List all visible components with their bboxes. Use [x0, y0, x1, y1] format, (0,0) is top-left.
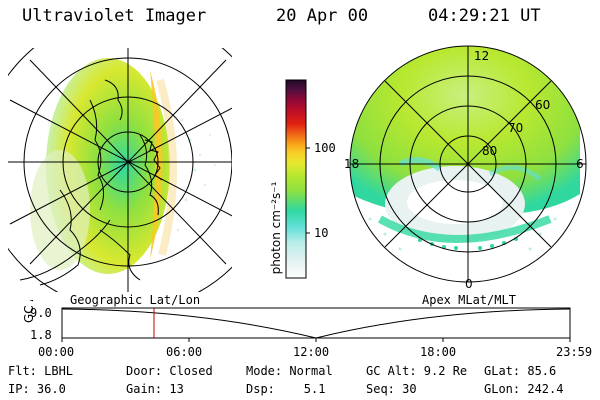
time-label: 04:29:21 UT: [428, 6, 541, 26]
timeline-xtick-4: 23:59: [556, 345, 593, 359]
info-door: Door: Closed: [126, 364, 213, 378]
mlt-label-6: 6: [576, 157, 584, 171]
mlat-label-80: 80: [482, 144, 497, 158]
colorbar-tick-100: 100: [314, 141, 336, 155]
timeline-ytick-low: 1.8: [30, 328, 52, 342]
timeline-xtick-3: 18:00: [420, 345, 457, 359]
info-mode: Mode: Normal: [246, 364, 333, 378]
colorbar-gradient: [285, 79, 307, 279]
timeline-xtick-2: 12:00: [293, 345, 330, 359]
mlt-label-12: 12: [474, 49, 489, 63]
polar-mlt-map: 12 18 6 0 60 70 80: [344, 45, 587, 291]
info-seq: Seq: 30: [366, 382, 417, 396]
auroral-emission: [350, 46, 580, 215]
colorbar-tick-10: 10: [314, 226, 329, 240]
altitude-timeline: GC Alt: [22, 300, 571, 342]
mlat-label-70: 70: [508, 121, 523, 135]
geographic-map: [8, 48, 232, 292]
timeline-ytick-high: 9.0: [30, 306, 52, 320]
info-glon: GLon: 242.4: [484, 382, 564, 396]
timeline-ylabel: GC Alt: [22, 300, 36, 323]
mlat-label-60: 60: [535, 98, 550, 112]
mlt-label-18: 18: [344, 157, 359, 171]
info-ip: IP: 36.0: [8, 382, 66, 396]
mlt-label-0: 0: [465, 277, 473, 291]
info-filter: Flt: LBHL: [8, 364, 74, 378]
info-gain: Gain: 13: [126, 382, 184, 396]
info-gc-alt: GC Alt: 9.2 Re: [366, 364, 468, 378]
timeline-xtick-0: 00:00: [38, 345, 75, 359]
instrument-title: Ultraviolet Imager: [22, 6, 207, 26]
apex-label: Apex MLat/MLT: [422, 293, 516, 307]
colorbar: photon cm⁻²s⁻¹: [269, 79, 310, 279]
date-label: 20 Apr 00: [276, 6, 369, 26]
info-dsp: Dsp: 5.1: [246, 382, 326, 396]
timeline-xtick-1: 06:00: [166, 345, 203, 359]
info-glat: GLat: 85.6: [484, 364, 557, 378]
geographic-label: Geographic Lat/Lon: [70, 293, 201, 307]
timeline-frame: [61, 307, 571, 339]
colorbar-unit-label: photon cm⁻²s⁻¹: [269, 181, 283, 274]
